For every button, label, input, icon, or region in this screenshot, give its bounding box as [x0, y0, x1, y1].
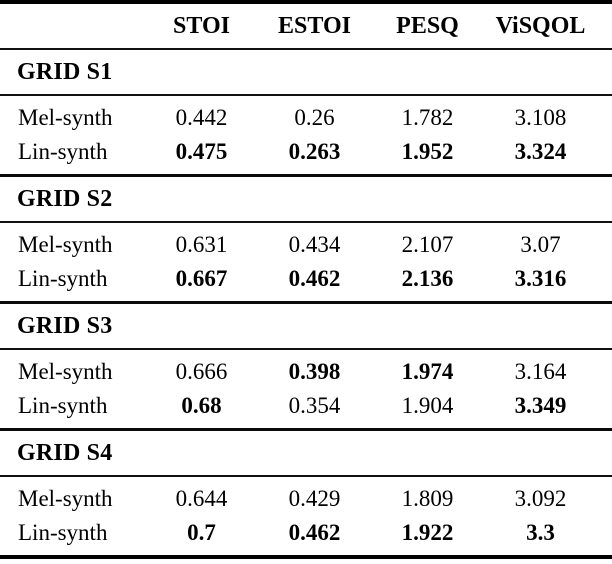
table-row: Mel-synth 0.631 0.434 2.107 3.07 [0, 228, 612, 262]
metric-value: 3.092 [514, 486, 567, 511]
header-bottom-rule [0, 48, 612, 50]
metric-value: 1.782 [401, 105, 454, 130]
metric-value: 3.316 [514, 266, 567, 291]
metric-value: 3.324 [514, 139, 567, 164]
table-top-rule [0, 0, 612, 4]
table-row: Lin-synth 0.475 0.263 1.952 3.324 [0, 135, 612, 169]
section-rule [0, 348, 612, 350]
metric-value: 0.68 [181, 393, 222, 418]
section-title: GRID S2 [17, 185, 113, 212]
table-row: Lin-synth 0.7 0.462 1.922 3.3 [0, 516, 612, 550]
metric-value: 2.107 [401, 232, 454, 257]
section-title: GRID S4 [17, 439, 113, 466]
row-label: Lin-synth [18, 266, 108, 291]
section-rule [0, 221, 612, 223]
section-data-grid-s1: Mel-synth 0.442 0.26 1.782 3.108 Lin-syn… [0, 96, 612, 174]
section-data-grid-s4: Mel-synth 0.644 0.429 1.809 3.092 Lin-sy… [0, 477, 612, 555]
metric-value: 0.644 [175, 486, 228, 511]
metric-value: 0.667 [175, 266, 228, 291]
column-header-pesq: PESQ [396, 13, 459, 39]
row-label: Mel-synth [18, 359, 113, 384]
row-label: Lin-synth [18, 139, 108, 164]
table-row: Mel-synth 0.644 0.429 1.809 3.092 [0, 482, 612, 516]
row-label: Mel-synth [18, 486, 113, 511]
metric-value: 1.952 [401, 139, 454, 164]
row-label: Lin-synth [18, 520, 108, 545]
row-label: Mel-synth [18, 105, 113, 130]
column-header-visqol: ViSQOL [495, 13, 586, 39]
row-label: Mel-synth [18, 232, 113, 257]
table-header-row: STOI ESTOI PESQ ViSQOL [0, 4, 612, 48]
section-rule [0, 475, 612, 477]
column-header-estoi: ESTOI [278, 13, 351, 39]
metric-value: 0.462 [288, 520, 341, 545]
table-row: Lin-synth 0.667 0.462 2.136 3.316 [0, 262, 612, 296]
metric-value: 0.442 [175, 105, 228, 130]
metric-value: 0.475 [175, 139, 228, 164]
section-data-grid-s2: Mel-synth 0.631 0.434 2.107 3.07 Lin-syn… [0, 223, 612, 301]
table-row: Mel-synth 0.442 0.26 1.782 3.108 [0, 101, 612, 135]
table-bottom-rule [0, 555, 612, 559]
metric-value: 1.809 [401, 486, 454, 511]
metric-value: 0.434 [288, 232, 341, 257]
metric-value: 0.666 [175, 359, 228, 384]
row-label: Lin-synth [18, 393, 108, 418]
metric-value: 1.922 [401, 520, 454, 545]
metric-value: 0.429 [288, 486, 341, 511]
metric-value: 0.263 [288, 139, 341, 164]
section-data-grid-s3: Mel-synth 0.666 0.398 1.974 3.164 Lin-sy… [0, 350, 612, 428]
section-title: GRID S1 [17, 58, 113, 85]
section-rule [0, 94, 612, 96]
table-row: Lin-synth 0.68 0.354 1.904 3.349 [0, 389, 612, 423]
metric-value: 0.462 [288, 266, 341, 291]
metric-value: 0.631 [175, 232, 228, 257]
metric-value: 1.974 [401, 359, 454, 384]
section-header-grid-s1: GRID S1 [0, 50, 612, 94]
metric-value: 0.7 [187, 520, 216, 545]
metric-value: 0.354 [288, 393, 341, 418]
section-title: GRID S3 [17, 312, 113, 339]
section-header-grid-s2: GRID S2 [0, 177, 612, 221]
section-header-grid-s3: GRID S3 [0, 304, 612, 348]
metric-value: 0.26 [294, 105, 335, 130]
metric-value: 3.108 [514, 105, 567, 130]
metric-value: 3.3 [526, 520, 555, 545]
column-header-stoi: STOI [173, 13, 230, 39]
metric-value: 3.349 [514, 393, 567, 418]
metric-value: 1.904 [401, 393, 454, 418]
group-separator-rule [0, 174, 612, 177]
metric-value: 0.398 [288, 359, 341, 384]
section-header-grid-s4: GRID S4 [0, 431, 612, 475]
metric-value: 3.164 [514, 359, 567, 384]
group-separator-rule [0, 428, 612, 431]
group-separator-rule [0, 301, 612, 304]
metric-value: 2.136 [401, 266, 454, 291]
table-row: Mel-synth 0.666 0.398 1.974 3.164 [0, 355, 612, 389]
metric-value: 3.07 [520, 232, 561, 257]
